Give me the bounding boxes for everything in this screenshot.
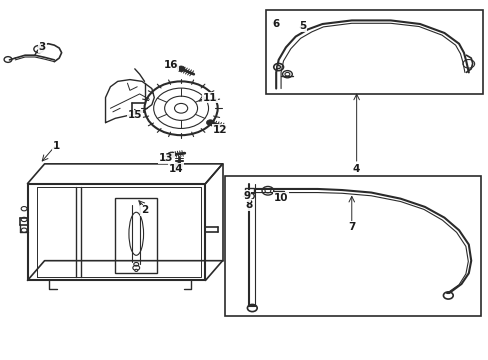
Text: 13: 13 (159, 153, 173, 163)
Bar (224, 176, 480, 316)
Circle shape (206, 120, 214, 126)
Bar (244, 188, 253, 193)
Text: 3: 3 (39, 42, 46, 52)
Text: 7: 7 (347, 222, 355, 231)
Text: 2: 2 (141, 206, 148, 216)
Text: 12: 12 (212, 125, 227, 135)
Text: 1: 1 (53, 141, 61, 151)
Text: 6: 6 (272, 19, 279, 29)
Text: 15: 15 (127, 111, 142, 121)
Text: 9: 9 (243, 191, 250, 201)
Bar (266, 10, 483, 94)
Circle shape (135, 269, 138, 271)
Circle shape (177, 66, 184, 72)
Text: 14: 14 (168, 164, 183, 174)
Circle shape (174, 103, 187, 113)
Circle shape (276, 66, 280, 68)
Text: 11: 11 (203, 93, 217, 103)
Text: 5: 5 (299, 21, 306, 31)
Circle shape (174, 163, 182, 168)
Text: 10: 10 (273, 193, 288, 203)
Text: 8: 8 (245, 200, 252, 210)
Text: 16: 16 (164, 60, 178, 70)
Text: 4: 4 (352, 164, 360, 174)
Circle shape (167, 152, 175, 158)
Bar (115, 198, 157, 273)
